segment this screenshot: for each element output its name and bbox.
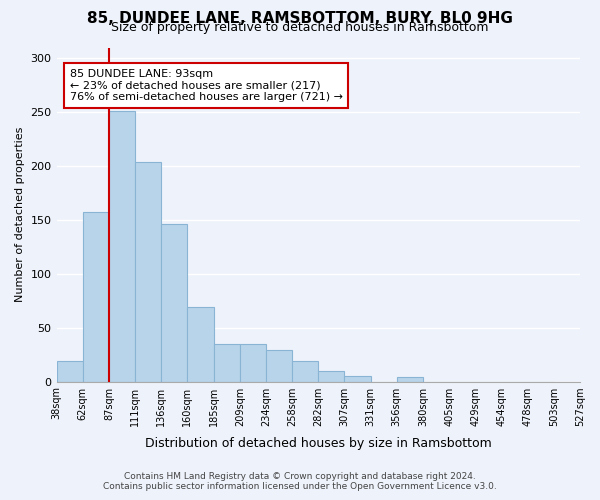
Bar [240, 344, 266, 382]
Bar [318, 371, 344, 382]
Bar [292, 361, 318, 382]
Text: 85 DUNDEE LANE: 93sqm
← 23% of detached houses are smaller (217)
76% of semi-det: 85 DUNDEE LANE: 93sqm ← 23% of detached … [70, 69, 343, 102]
Bar [266, 350, 292, 382]
X-axis label: Distribution of detached houses by size in Ramsbottom: Distribution of detached houses by size … [145, 437, 491, 450]
Y-axis label: Number of detached properties: Number of detached properties [15, 127, 25, 302]
Text: 85, DUNDEE LANE, RAMSBOTTOM, BURY, BL0 9HG: 85, DUNDEE LANE, RAMSBOTTOM, BURY, BL0 9… [87, 11, 513, 26]
Bar [135, 162, 161, 382]
Bar [56, 361, 83, 382]
Bar [83, 212, 109, 382]
Text: Size of property relative to detached houses in Ramsbottom: Size of property relative to detached ho… [111, 22, 489, 35]
Bar [109, 111, 135, 382]
Text: Contains HM Land Registry data © Crown copyright and database right 2024.
Contai: Contains HM Land Registry data © Crown c… [103, 472, 497, 491]
Bar [344, 376, 371, 382]
Bar [214, 344, 240, 382]
Bar [161, 224, 187, 382]
Bar [187, 307, 214, 382]
Bar [397, 377, 423, 382]
